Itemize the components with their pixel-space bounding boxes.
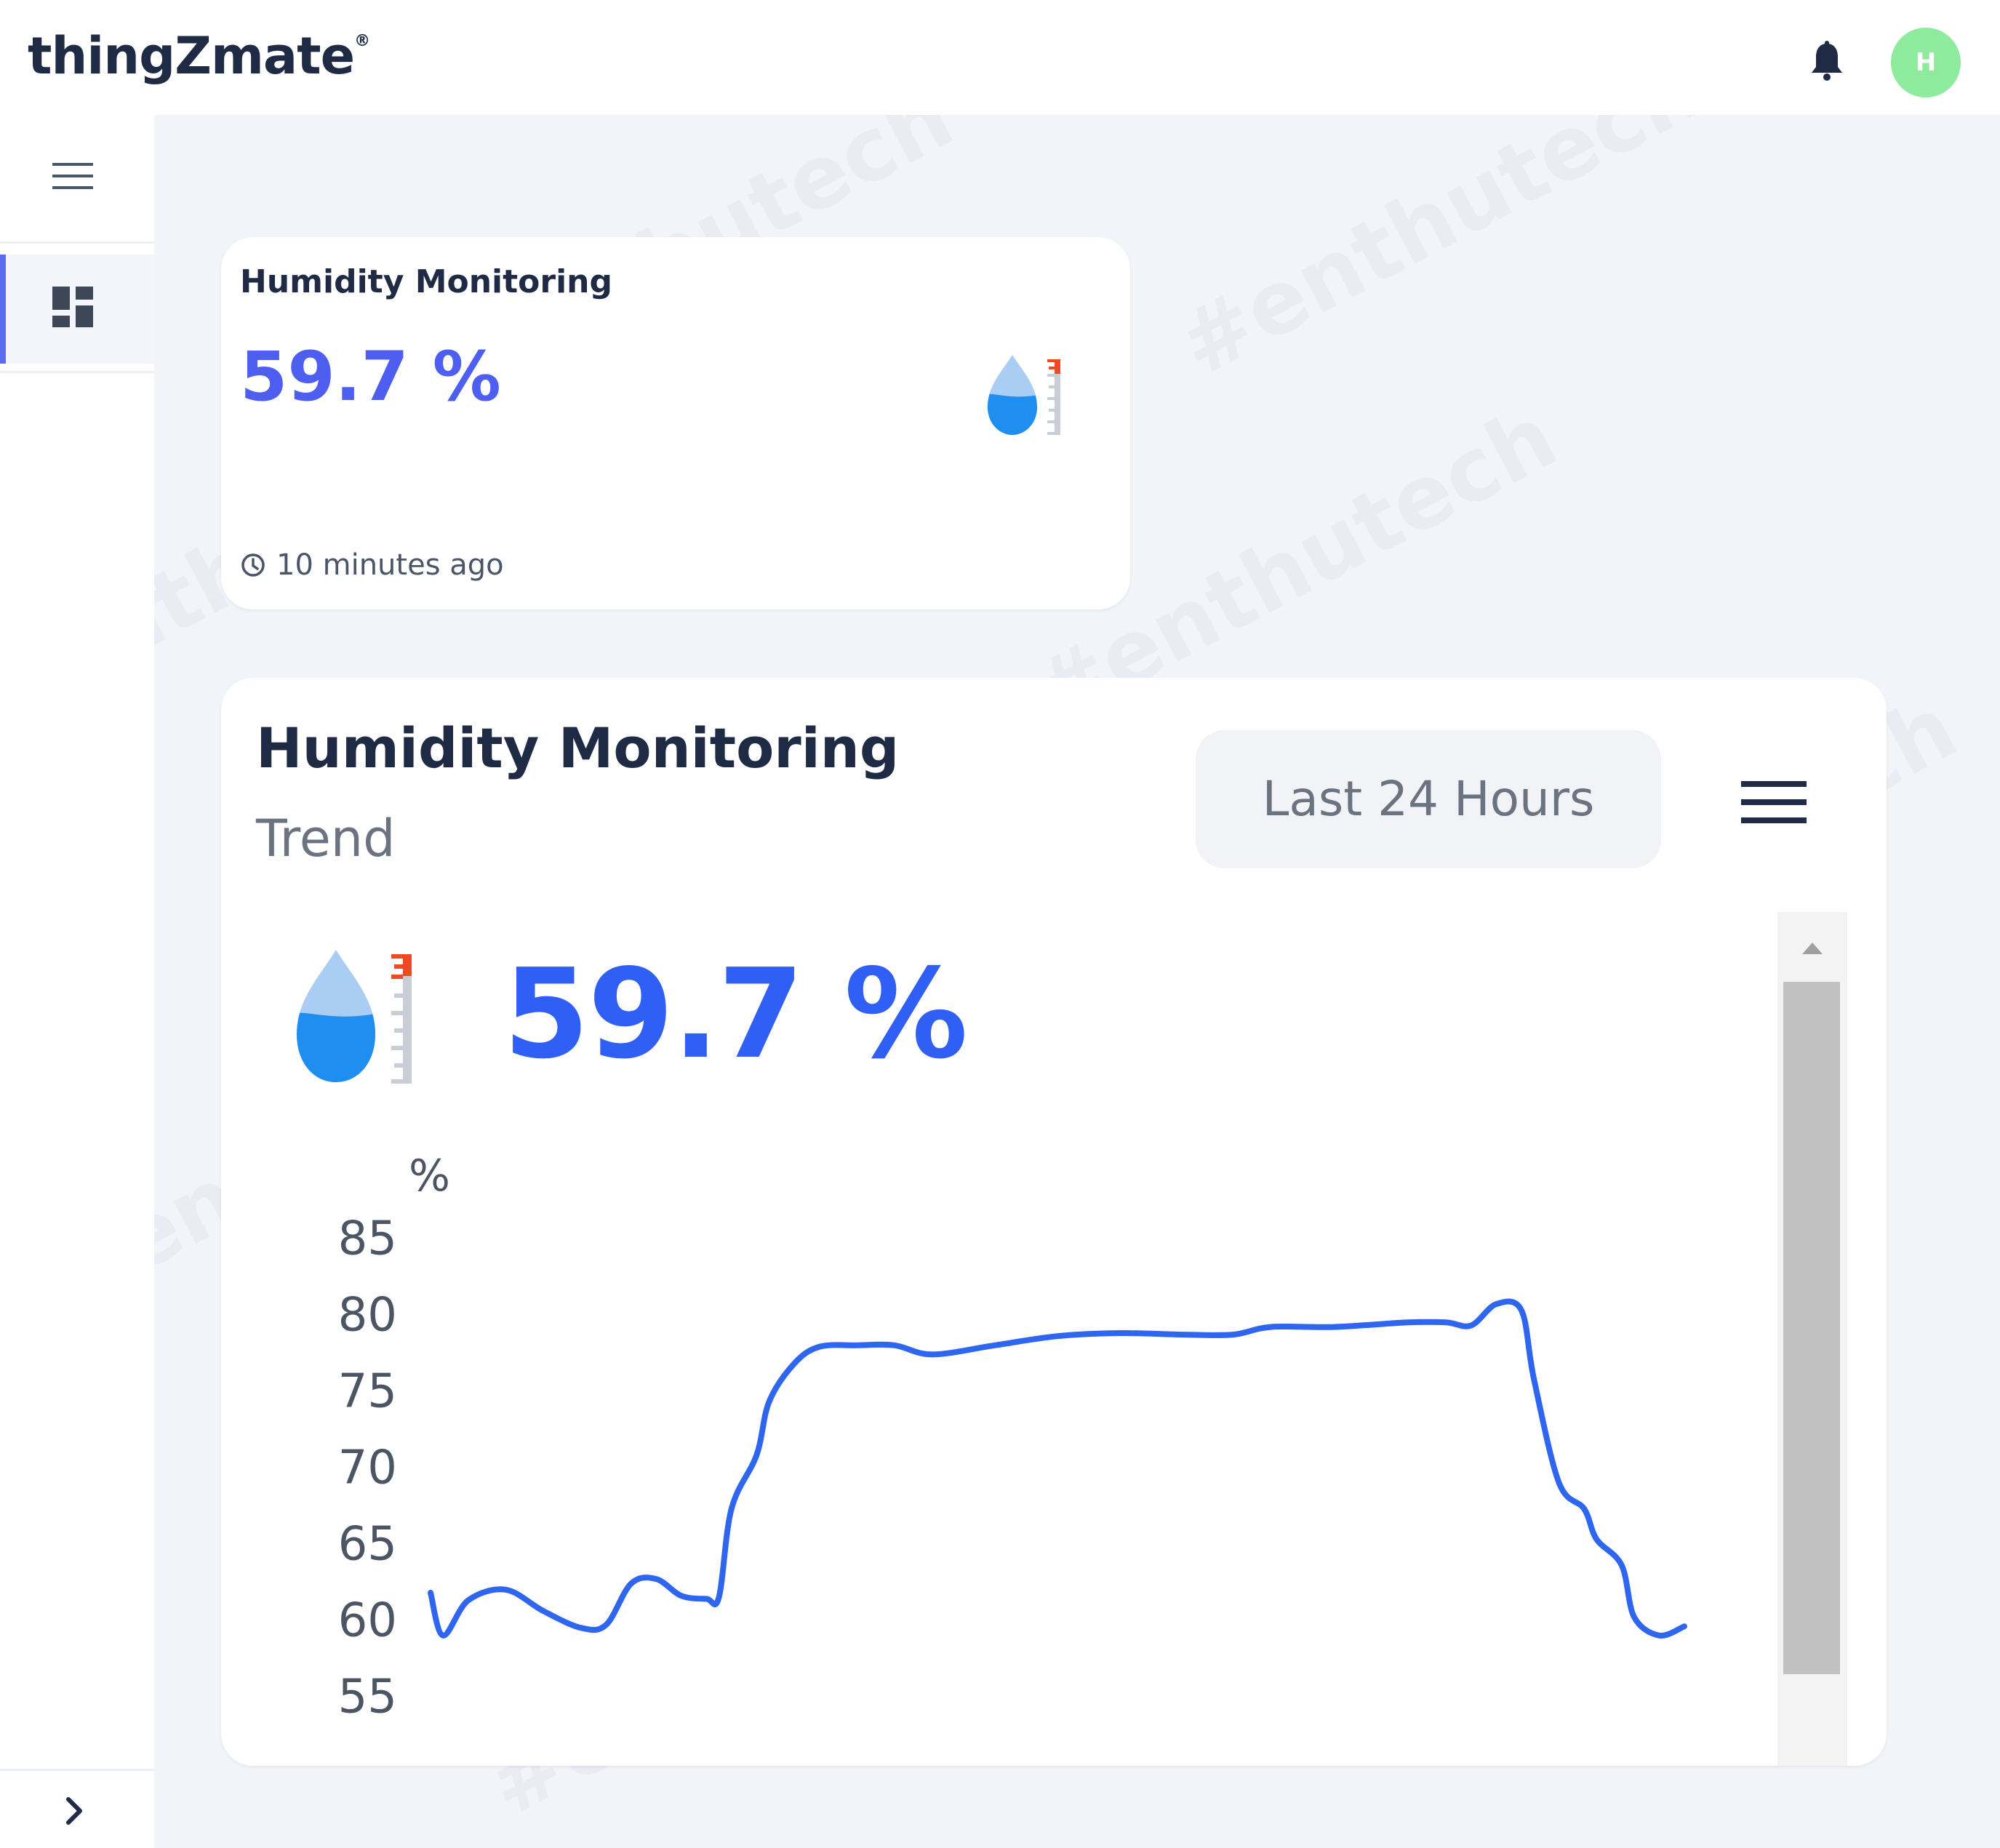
- scroll-up-arrow-icon[interactable]: [1799, 940, 1825, 957]
- humidity-widget-card[interactable]: Humidity Monitoring 59.7 % 10 minutes ag…: [221, 237, 1130, 609]
- sidebar-divider: [0, 241, 154, 244]
- y-axis: 85 80 75 70 65 60 55: [338, 1212, 397, 1724]
- trend-value: 59.7 %: [503, 943, 968, 1087]
- humidity-drop-icon: [988, 355, 1060, 435]
- hamburger-icon[interactable]: [1741, 780, 1807, 825]
- humidity-drop-icon: [297, 950, 412, 1084]
- sidebar-item-dashboard[interactable]: [0, 255, 154, 364]
- widget-value: 59.7 %: [240, 337, 501, 417]
- y-axis-label: %: [409, 1158, 450, 1201]
- y-tick-label: 65: [338, 1518, 397, 1572]
- widget-title: Humidity Monitoring: [240, 263, 612, 300]
- logo[interactable]: thingZmate®: [28, 26, 370, 86]
- dashboard-icon: [52, 287, 93, 327]
- avatar[interactable]: H: [1891, 28, 1961, 97]
- clock-icon: [241, 553, 265, 577]
- last-updated: 10 minutes ago: [240, 548, 504, 582]
- last-updated-text: 10 minutes ago: [276, 548, 504, 582]
- bell-icon[interactable]: [1809, 41, 1844, 81]
- y-tick-label: 85: [338, 1212, 397, 1266]
- humidity-trend-card: Humidity Monitoring Trend Last 24 Hours …: [221, 678, 1887, 1766]
- scrollbar[interactable]: [1777, 912, 1847, 1766]
- trend-subtitle: Trend: [256, 809, 396, 868]
- humidity-trend-chart: 85 80 75 70 65 60 55 %: [338, 1158, 1687, 1724]
- logo-text: thingZmate: [28, 26, 355, 86]
- y-tick-label: 60: [338, 1594, 397, 1648]
- y-tick-label: 80: [338, 1289, 397, 1343]
- y-tick-label: 70: [338, 1441, 397, 1495]
- sidebar: [0, 115, 154, 1848]
- humidity-series-line: [428, 1298, 1687, 1639]
- trend-title: Humidity Monitoring: [256, 716, 900, 780]
- y-tick-label: 55: [338, 1671, 397, 1724]
- y-tick-label: 75: [338, 1365, 397, 1419]
- sidebar-divider: [0, 371, 154, 373]
- logo-mark: ®: [354, 32, 370, 50]
- scrollbar-thumb[interactable]: [1783, 982, 1840, 1674]
- time-range-button[interactable]: Last 24 Hours: [1196, 730, 1661, 868]
- chevron-right-icon[interactable]: [64, 1795, 86, 1827]
- top-bar: thingZmate® H: [0, 0, 2000, 115]
- sidebar-divider: [0, 1769, 154, 1771]
- hamburger-icon[interactable]: [52, 161, 93, 191]
